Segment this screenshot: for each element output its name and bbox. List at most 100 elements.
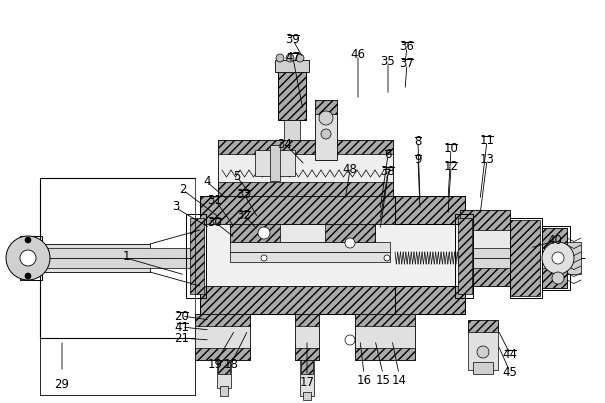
Text: 40: 40: [548, 234, 563, 247]
Text: 19: 19: [208, 358, 223, 371]
Bar: [542, 226, 570, 290]
Text: 4: 4: [203, 175, 211, 188]
Bar: [230, 242, 390, 252]
Bar: [460, 266, 510, 286]
Bar: [510, 220, 540, 296]
Text: 11: 11: [480, 134, 494, 147]
Text: 13: 13: [480, 153, 494, 166]
Bar: [20, 244, 150, 258]
Circle shape: [286, 54, 294, 62]
Bar: [315, 100, 337, 160]
Text: 12: 12: [443, 160, 459, 173]
Bar: [218, 360, 230, 374]
Text: 35: 35: [381, 55, 396, 68]
Bar: [303, 392, 311, 400]
Text: 45: 45: [503, 366, 517, 379]
Circle shape: [384, 255, 390, 261]
Bar: [460, 210, 510, 230]
Bar: [458, 218, 472, 294]
Text: 32: 32: [237, 209, 252, 222]
Bar: [230, 224, 280, 242]
Bar: [42, 248, 242, 258]
Bar: [355, 314, 415, 360]
Text: 2: 2: [179, 183, 187, 196]
Bar: [460, 248, 540, 258]
Bar: [20, 236, 32, 258]
Text: 29: 29: [54, 378, 70, 391]
Text: 38: 38: [381, 165, 396, 178]
Bar: [355, 348, 415, 360]
Bar: [230, 252, 390, 262]
Text: 20: 20: [175, 310, 189, 323]
Text: 44: 44: [503, 348, 517, 361]
Text: 5: 5: [234, 170, 241, 183]
Circle shape: [319, 111, 333, 125]
Text: 33: 33: [237, 188, 251, 201]
Text: 7: 7: [384, 168, 392, 181]
Bar: [355, 314, 415, 326]
Circle shape: [261, 255, 267, 261]
Bar: [270, 145, 280, 181]
Text: 34: 34: [278, 138, 292, 151]
Bar: [20, 258, 150, 272]
Bar: [190, 218, 204, 294]
Text: 46: 46: [350, 48, 365, 61]
Bar: [230, 224, 375, 242]
Bar: [218, 182, 393, 196]
Bar: [278, 70, 306, 120]
Bar: [20, 258, 32, 280]
Bar: [220, 386, 228, 396]
Circle shape: [258, 227, 270, 239]
Bar: [195, 314, 250, 360]
Bar: [195, 314, 250, 326]
Bar: [20, 236, 42, 280]
Text: 14: 14: [391, 374, 407, 387]
Bar: [315, 100, 337, 114]
Circle shape: [542, 242, 574, 274]
Circle shape: [345, 238, 355, 248]
Bar: [295, 314, 319, 326]
Bar: [473, 362, 493, 374]
Bar: [468, 320, 498, 332]
Text: 3: 3: [172, 200, 180, 213]
Text: 31: 31: [208, 194, 223, 207]
Bar: [195, 348, 250, 360]
Bar: [295, 348, 319, 360]
Bar: [200, 286, 460, 314]
Bar: [395, 196, 465, 224]
Text: 10: 10: [443, 142, 459, 155]
Text: 17: 17: [299, 376, 315, 389]
Circle shape: [321, 129, 331, 139]
Bar: [218, 140, 393, 154]
Circle shape: [552, 272, 564, 284]
Text: 9: 9: [414, 153, 422, 166]
Bar: [510, 218, 542, 298]
Bar: [275, 60, 309, 72]
Bar: [455, 214, 473, 298]
Text: 47: 47: [286, 51, 301, 64]
Text: 8: 8: [414, 135, 422, 148]
Bar: [284, 120, 300, 140]
Bar: [395, 286, 465, 314]
Bar: [460, 258, 540, 268]
Circle shape: [25, 237, 31, 243]
Circle shape: [276, 54, 284, 62]
Bar: [300, 360, 314, 396]
Circle shape: [25, 273, 31, 279]
Bar: [542, 228, 567, 288]
Text: 6: 6: [384, 148, 392, 161]
Text: 15: 15: [376, 374, 390, 387]
Bar: [395, 196, 465, 224]
Circle shape: [552, 252, 564, 264]
Text: 16: 16: [356, 374, 371, 387]
Text: 36: 36: [399, 40, 414, 53]
Text: 41: 41: [174, 321, 189, 334]
Bar: [542, 268, 567, 288]
Bar: [460, 210, 510, 286]
Text: 21: 21: [174, 332, 189, 345]
Bar: [200, 224, 460, 286]
Text: 18: 18: [224, 358, 238, 371]
Circle shape: [477, 346, 489, 358]
Text: 39: 39: [286, 33, 301, 46]
Circle shape: [296, 54, 304, 62]
